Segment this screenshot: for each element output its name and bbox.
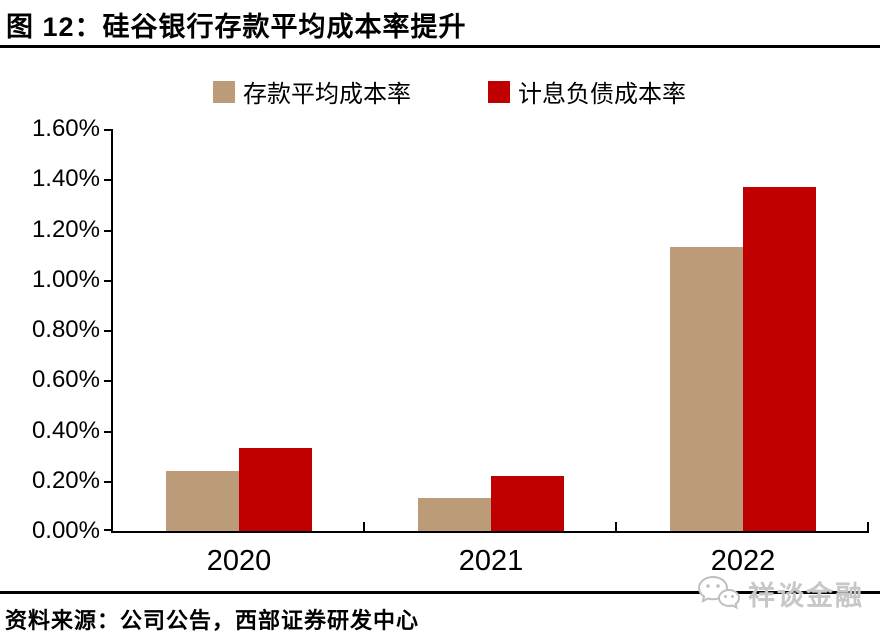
legend-label-liability-cost: 计息负债成本率: [518, 82, 686, 108]
y-axis-label-0.00%: 0.00%: [31, 517, 100, 544]
bar-interest-bearing-liability-cost-2022: [743, 186, 816, 531]
wechat-chat-bubbles-icon: [697, 575, 741, 609]
legend-item-deposit-avg-cost: 存款平均成本率: [213, 74, 411, 109]
source-note: 资料来源：公司公告，西部证券研发中心: [5, 608, 420, 633]
y-axis-label-0.60%: 0.60%: [31, 366, 100, 394]
figure-number: 图 12：: [6, 12, 103, 42]
top-divider: [0, 45, 880, 48]
legend-swatch-liability-cost: [488, 80, 510, 103]
bar-interest-bearing-liability-cost-2020: [239, 448, 312, 531]
bar-deposit-avg-cost-2020: [166, 470, 239, 531]
y-axis-tick: [104, 380, 111, 383]
y-axis-tick: [104, 430, 111, 433]
y-axis-label-0.80%: 0.80%: [31, 316, 100, 343]
chart-legend: 存款平均成本率 计息负债成本率: [213, 74, 686, 109]
figure-title: 图 12：硅谷银行存款平均成本率提升: [6, 5, 467, 44]
x-axis-tick: [363, 522, 365, 531]
y-axis-label-1.20%: 1.20%: [31, 215, 100, 243]
x-axis-label-2022: 2022: [710, 545, 776, 577]
y-axis-label-0.40%: 0.40%: [31, 416, 100, 444]
legend-swatch-deposit-avg-cost: [213, 80, 235, 103]
figure-title-text: 硅谷银行存款平均成本率提升: [102, 12, 467, 42]
y-axis-label-1.00%: 1.00%: [31, 265, 100, 293]
legend-label-deposit-avg-cost: 存款平均成本率: [243, 82, 411, 108]
y-axis-tick: [104, 330, 111, 332]
x-axis-tick: [867, 522, 869, 531]
y-axis-tick: [104, 480, 111, 483]
watermark: 祥谈金融: [696, 574, 864, 613]
y-axis-label-1.60%: 1.60%: [31, 115, 100, 142]
y-axis-tick: [104, 229, 111, 232]
bar-deposit-avg-cost-2021: [418, 498, 491, 531]
legend-item-liability-cost: 计息负债成本率: [488, 74, 686, 109]
bottom-divider: [0, 591, 880, 594]
bar-deposit-avg-cost-2022: [670, 247, 743, 531]
x-axis-label-2020: 2020: [206, 545, 272, 577]
y-axis-tick: [104, 179, 111, 182]
plot-area: 0.00% 0.20% 0.40% 0.60% 0.80% 1.00% 1.20% 1.40%…: [32, 115, 869, 577]
bar-interest-bearing-liability-cost-2021: [491, 475, 564, 531]
watermark-text: 祥谈金融: [748, 581, 864, 611]
y-axis-tick: [104, 529, 111, 531]
y-axis-label-1.40%: 1.40%: [31, 165, 100, 193]
x-axis-label-2021: 2021: [458, 545, 524, 577]
y-axis-tick: [104, 129, 111, 131]
y-axis-tick: [104, 279, 111, 282]
x-axis-tick: [615, 522, 617, 531]
y-axis-label-0.20%: 0.20%: [31, 466, 100, 494]
